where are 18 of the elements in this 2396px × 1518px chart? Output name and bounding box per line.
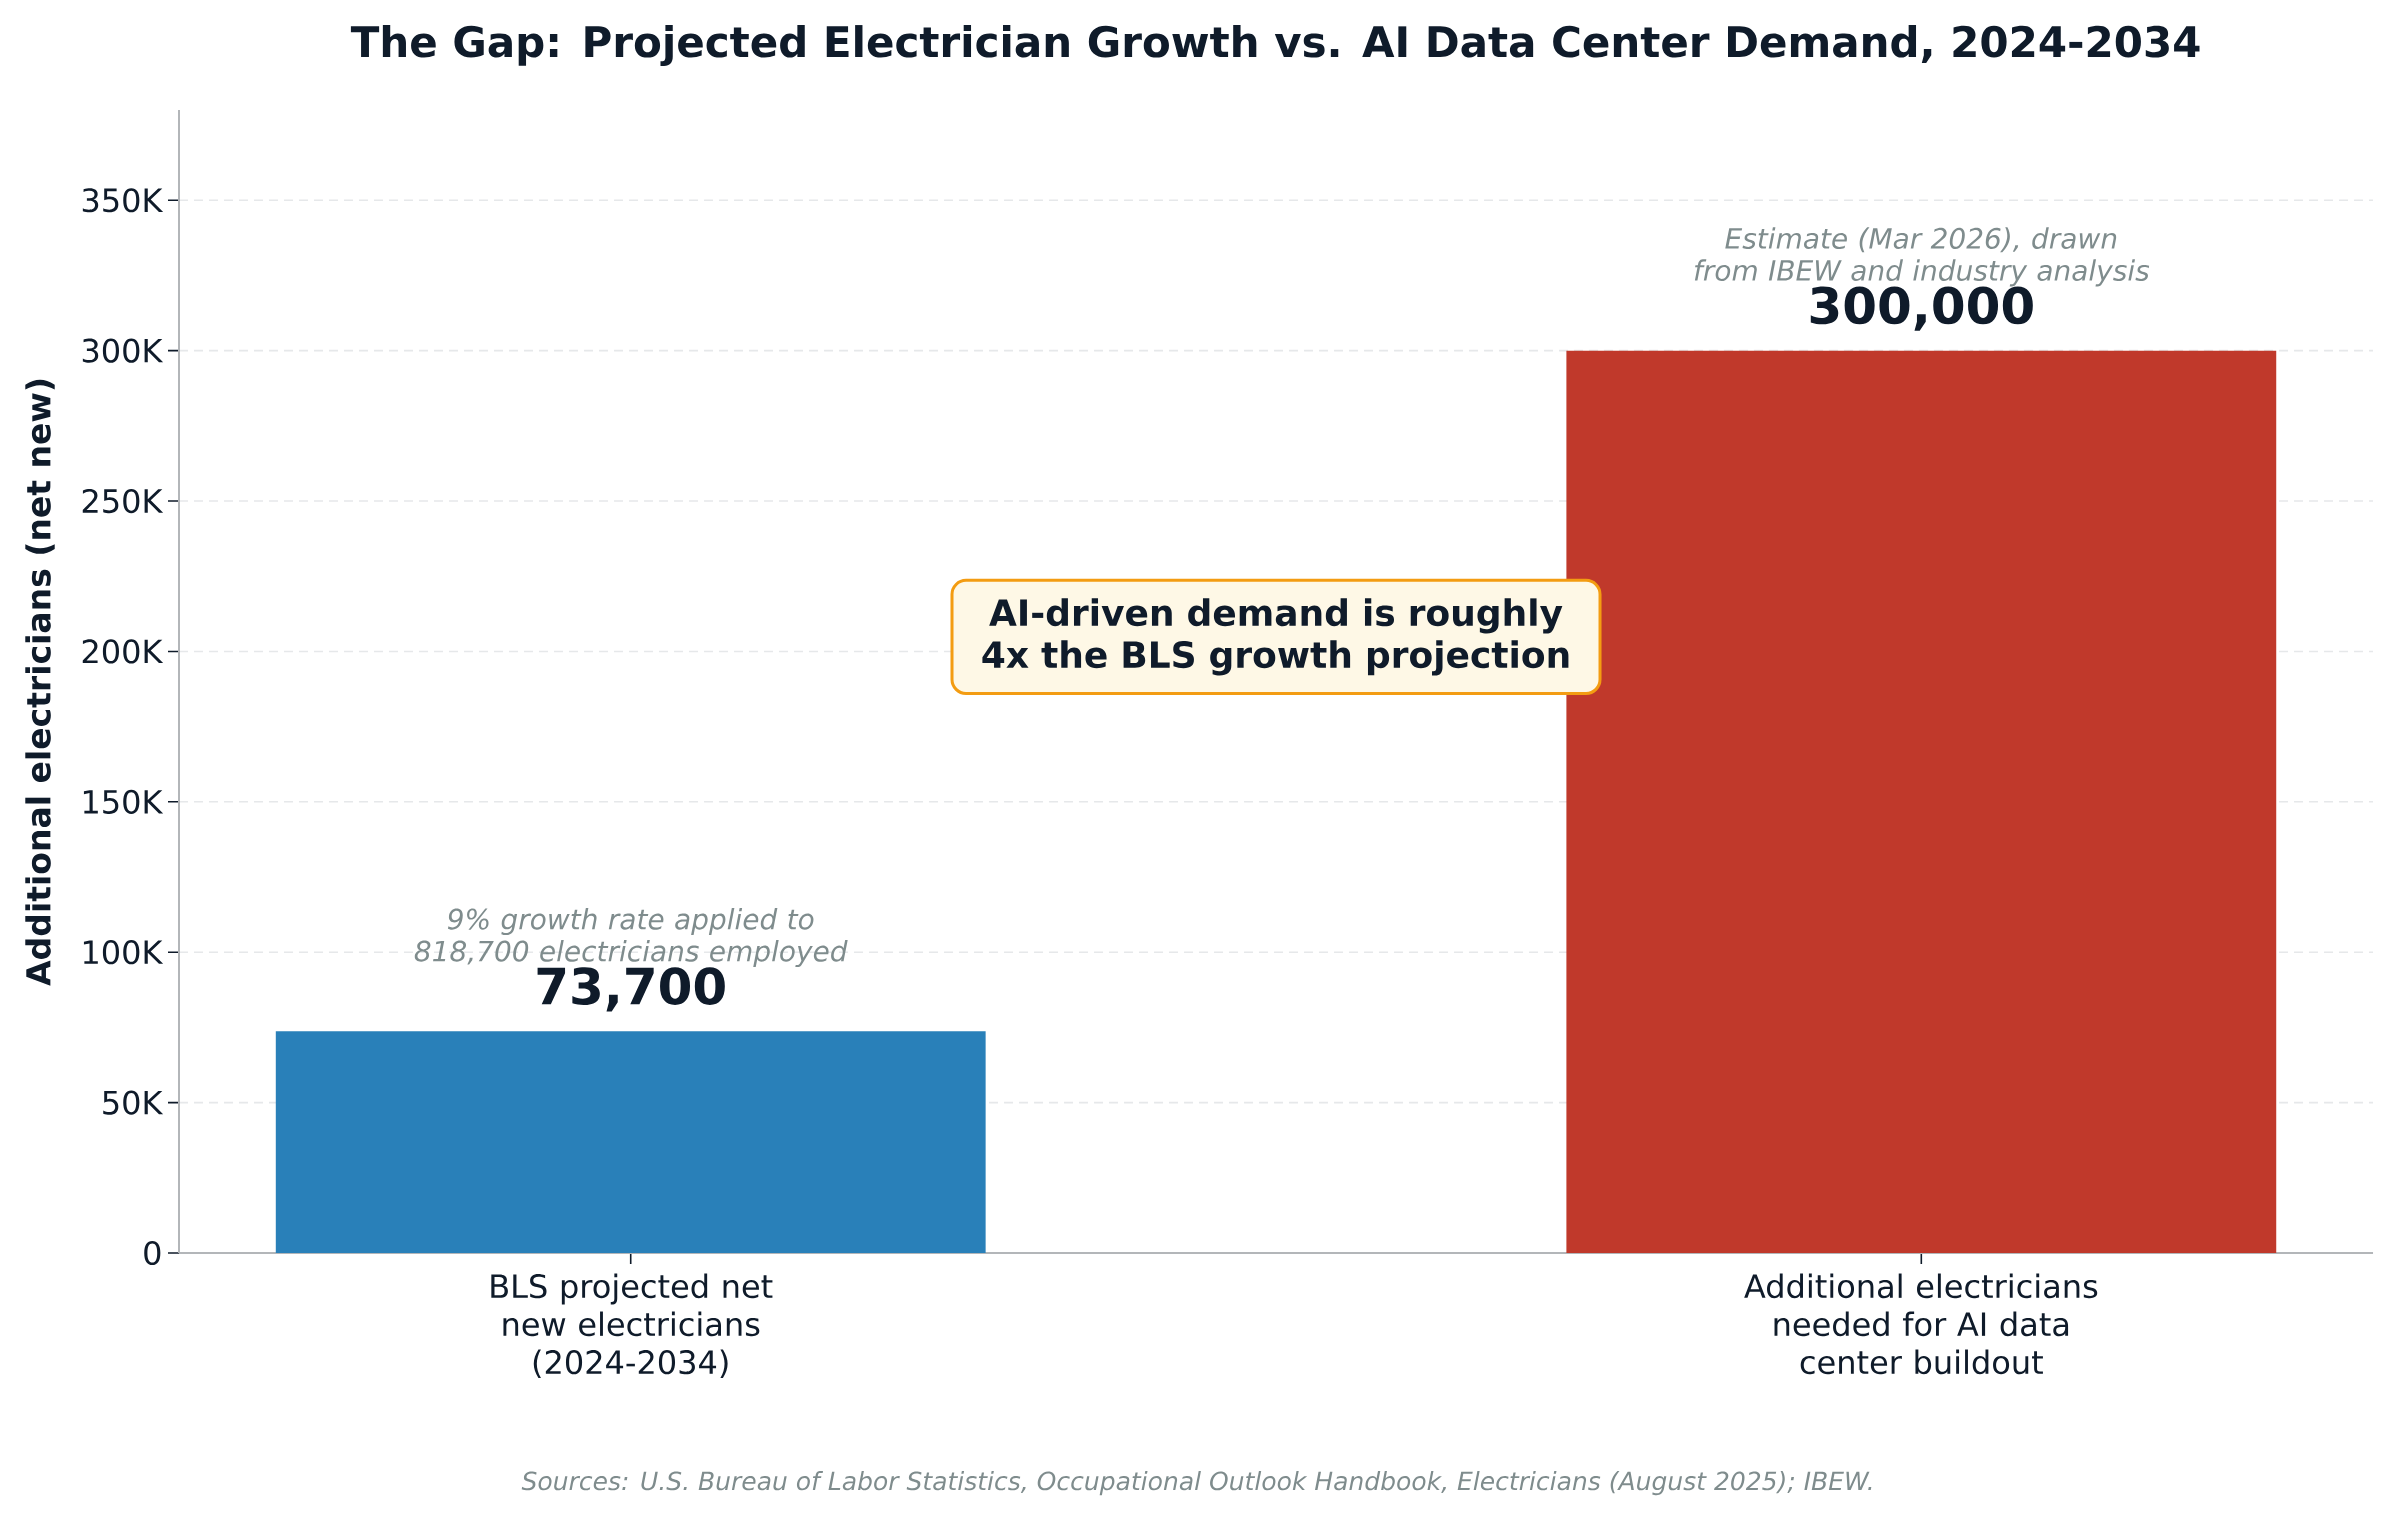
chart-title: The Gap: Projected Electrician Growth vs. AI Data Center Demand, 2024-2034 [350,25,2200,67]
x-tick-label: Additional electricians needed for AI data center buildout [1744,1273,2098,1375]
y-tick-label: 0 [144,1240,161,1266]
y-tick-label: 200K [82,639,164,664]
y-tick-label: 300K [82,338,164,363]
y-tick-label: 150K [83,789,164,814]
source-note: Sources: U.S. Bureau of Labor Statistics, Occupational Outlook Handbook, Electricians (August 2025); IBEW. [521,1471,1872,1496]
y-tick-label: 250K [82,488,164,514]
y-axis-title: Additional electricians (net new) [25,379,55,986]
y-tick-label: 350K [82,188,164,213]
y-tick-label: 50K [103,1090,164,1115]
annotation: Estimate (Mar 2026), drawn from IBEW and industry analysis [1694,227,2150,287]
data-label: 300,000 [1810,286,2033,331]
y-tick-label: 100K [83,940,164,965]
x-tick-label: BLS projected net new electricians (2024-2034) [491,1273,773,1379]
annotation: AI-driven demand is roughly 4x the BLS growth projection [982,598,1569,676]
data-label: 73,700 [537,967,725,1012]
annotation: 9% growth rate applied to 818,700 electricians employed [414,908,848,968]
